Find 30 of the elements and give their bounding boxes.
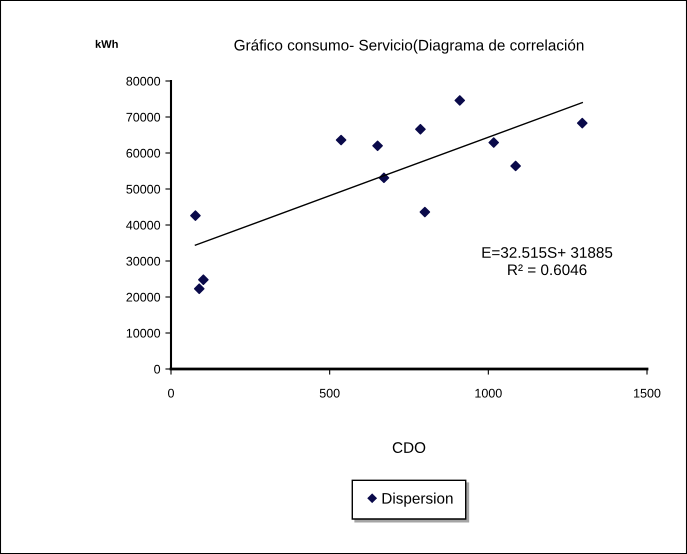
point (454, 95, 466, 106)
x-tick-label: 1500 (634, 388, 660, 398)
annotation: E=32.515S+ 31885 (482, 247, 612, 258)
y-tick-label: 50000 (126, 184, 160, 194)
x-tick-label: 500 (320, 388, 340, 398)
point (510, 160, 521, 172)
point (372, 140, 383, 152)
y-tick-label: 20000 (126, 292, 160, 302)
point (190, 210, 201, 221)
y-axis-title: kWh (96, 40, 118, 48)
point (576, 118, 588, 128)
y-tick-label: 40000 (126, 220, 160, 230)
point (194, 283, 205, 294)
annotation: R² = 0.6046 (508, 264, 586, 276)
legend-label: Dispersion (382, 492, 452, 507)
x-tick-label: 1000 (475, 388, 502, 398)
y-tick-label: 60000 (126, 148, 160, 158)
y-tick-label: 80000 (126, 76, 160, 86)
y-tick-label: 70000 (126, 112, 160, 122)
chart-title: Gráfico consumo- Servicio(Diagrama de correlación (234, 39, 584, 54)
point (198, 274, 209, 286)
y-tick-label: 30000 (126, 256, 160, 266)
y-tick-label: 10000 (126, 328, 160, 338)
point (488, 137, 500, 148)
point (336, 134, 346, 146)
y-tick-label: 0 (154, 364, 160, 374)
point (420, 206, 430, 218)
x-axis-title: CDO (392, 442, 426, 453)
point (415, 124, 426, 135)
x-tick-label: 0 (168, 388, 174, 398)
